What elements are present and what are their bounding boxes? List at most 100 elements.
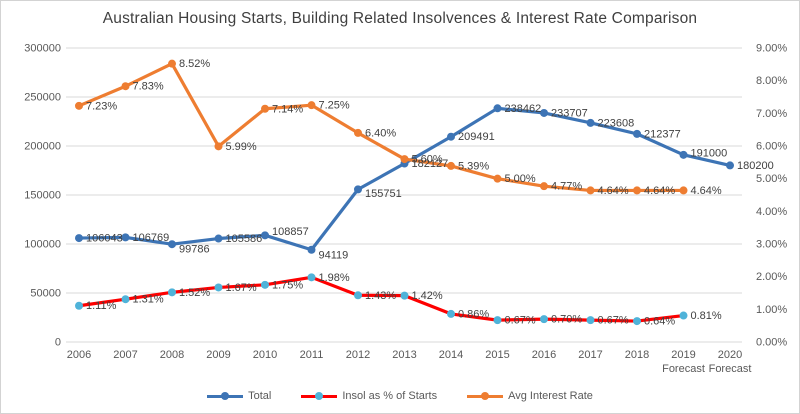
legend-item-total: Total [207,390,271,402]
right-axis-tick: 8.00% [756,75,787,87]
series-marker-2 [214,142,223,151]
right-axis-tick: 1.00% [756,304,787,316]
series-marker-0 [354,185,362,194]
series-marker-0 [261,231,269,240]
data-label: 233707 [551,107,588,119]
data-label: 106769 [133,232,170,244]
data-label: 7.25% [319,100,350,112]
x-axis-label: 2019 [671,349,695,361]
data-label: 1.52% [179,287,210,299]
data-label: 0.81% [691,310,722,322]
x-axis-label: 2015 [485,349,509,361]
data-label: 4.64% [691,185,722,197]
series-marker-2 [121,82,130,91]
data-label: 7.23% [86,100,117,112]
data-label: 0.67% [598,315,629,327]
data-label: 5.60% [412,154,443,166]
data-label: 223608 [598,117,635,129]
series-marker-1 [121,295,130,304]
data-label: 1.43% [365,290,396,302]
x-axis-label: 2012 [346,349,370,361]
data-label: 108857 [272,226,309,238]
series-marker-0 [633,129,641,138]
series-marker-2 [261,104,269,113]
x-axis-label: 2011 [300,349,324,361]
data-label: 1.67% [226,282,257,294]
right-axis-tick: 3.00% [756,239,787,251]
left-axis-tick: 250000 [24,92,61,104]
chart-title: Australian Housing Starts, Building Rela… [102,10,698,27]
series-marker-0 [214,234,223,243]
right-axis-tick: 5.00% [756,173,787,185]
data-label: 5.00% [505,173,536,185]
x-axis-label: 2007 [113,349,137,361]
series-marker-0 [540,108,548,117]
series-marker-2 [400,155,409,164]
legend-item-interest-rate: Avg Interest Rate [467,390,593,402]
legend-label-insol: Insol as % of Starts [342,390,438,402]
data-label: 182127 [412,158,449,170]
right-axis-tick: 0.00% [756,337,787,349]
x-axis-label: 2006 [67,349,91,361]
x-axis-label: 2018 [625,349,649,361]
line-chart-plot: 300000 250000 200000 150000 100000 50000 0 9.00… [24,43,787,376]
legend-label-total: Total [248,390,272,402]
series-marker-1 [447,309,455,318]
series-marker-2 [354,128,362,137]
data-label: 212377 [644,128,681,140]
x-axis-label: 2014 [439,349,463,361]
x-axis-label: 2010 [253,349,277,361]
left-axis-tick: 150000 [24,190,61,202]
series-marker-0 [726,161,734,170]
series-marker-2 [679,186,688,195]
data-label: 4.77% [551,181,582,193]
series-marker-2 [168,59,176,68]
series-marker-1 [75,301,83,310]
series-marker-1 [307,273,316,282]
right-axis-tick: 2.00% [756,271,787,283]
data-label: 5.39% [458,160,489,172]
series-marker-0 [307,245,316,254]
series-marker-2 [447,161,455,170]
series-marker-1 [400,291,409,300]
x-axis-label: 2016 [532,349,556,361]
data-label: 6.40% [365,127,396,139]
data-label: 106043 [86,233,123,245]
series-marker-2 [633,186,641,195]
data-label: 4.64% [644,185,675,197]
legend-marker-interest-rate [481,392,490,400]
right-axis-tick: 4.00% [756,206,787,218]
series-marker-2 [586,186,595,195]
x-axis-label: 2008 [160,349,184,361]
chart-legend: Total Insol as % of Starts Avg Interest … [1,390,799,402]
series-marker-2 [540,182,548,191]
data-label: 4.64% [598,185,629,197]
data-label: 191000 [691,147,728,159]
series-marker-0 [121,233,130,242]
series-marker-1 [540,315,548,324]
data-label: 0.67% [505,315,536,327]
data-label: 1.31% [133,294,164,306]
series-marker-1 [214,283,223,292]
data-label: 7.83% [133,81,164,93]
data-label: 180200 [737,160,774,172]
series-marker-1 [679,311,688,320]
data-label: 1.42% [412,290,443,302]
right-axis-tick: 9.00% [756,43,787,55]
series-marker-1 [261,280,269,289]
series-marker-1 [633,317,641,326]
legend-marker-insol [315,392,324,400]
data-label: 5.99% [226,141,257,153]
x-axis-sublabel: Forecast [709,363,752,375]
right-axis-tick: 6.00% [756,141,787,153]
data-label: 155751 [365,188,402,200]
series-marker-1 [168,288,176,297]
data-label: 0.64% [644,316,675,328]
right-axis-tick: 7.00% [756,108,787,120]
series-marker-2 [75,101,83,110]
data-label: 105586 [226,233,263,245]
series-marker-2 [307,101,316,110]
x-axis-label: 2020 [718,349,742,361]
data-label: 99786 [179,244,210,256]
